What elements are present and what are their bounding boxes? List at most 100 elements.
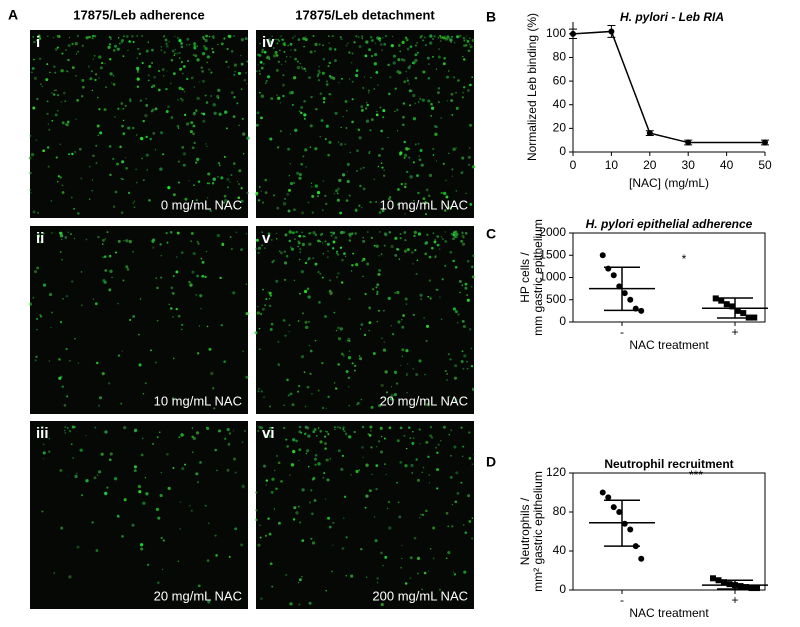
speckle (190, 240, 193, 243)
speckle (103, 108, 107, 112)
speckle (452, 571, 455, 574)
speckle (380, 162, 383, 165)
speckle (87, 65, 90, 68)
speckle (360, 323, 364, 326)
speckle (168, 303, 170, 306)
speckle (275, 487, 278, 491)
speckle (206, 145, 208, 147)
speckle (419, 97, 422, 101)
speckle (360, 35, 364, 38)
speckle (204, 47, 208, 51)
speckle (445, 179, 447, 182)
speckle (436, 288, 439, 292)
speckle (386, 398, 388, 400)
speckle (177, 127, 180, 129)
speckle (28, 156, 32, 160)
speckle (201, 52, 206, 56)
speckle (263, 433, 267, 437)
speckle (42, 149, 46, 153)
speckle (327, 432, 330, 435)
speckle (405, 349, 409, 353)
speckle (159, 243, 162, 246)
speckle (408, 64, 412, 67)
speckle (359, 357, 363, 361)
speckle (94, 426, 97, 429)
y-tick-label: 2000 (539, 225, 566, 239)
speckle (466, 35, 468, 37)
speckle (263, 464, 267, 468)
speckle (211, 50, 215, 54)
speckle (378, 39, 382, 42)
speckle (398, 258, 401, 260)
speckle (66, 395, 69, 398)
speckle (473, 454, 475, 456)
speckle (29, 189, 32, 191)
speckle (298, 578, 302, 582)
speckle (451, 168, 454, 171)
speckle (381, 49, 383, 52)
speckle (40, 83, 42, 85)
speckle (326, 256, 329, 259)
speckle (471, 275, 475, 279)
speckle (341, 547, 345, 551)
speckle (217, 175, 219, 178)
speckle (51, 311, 53, 314)
speckle (257, 390, 260, 393)
speckle (299, 248, 302, 251)
speckle (412, 313, 415, 316)
speckle (306, 385, 310, 389)
speckle (48, 128, 51, 131)
speckle (454, 500, 458, 504)
speckle (445, 557, 448, 560)
x-tick-label: 40 (720, 158, 734, 172)
speckle (468, 457, 472, 460)
speckle (424, 213, 428, 216)
speckle (133, 469, 137, 473)
speckle (99, 66, 103, 70)
speckle (64, 426, 67, 428)
speckle (455, 471, 459, 475)
speckle (76, 99, 79, 102)
speckle (399, 237, 402, 240)
speckle (458, 279, 462, 283)
speckle (75, 118, 77, 120)
speckle (384, 555, 388, 559)
speckle (260, 94, 264, 98)
speckle (274, 51, 278, 55)
speckle (220, 42, 224, 46)
speckle (412, 161, 415, 164)
speckle (392, 54, 397, 58)
speckle (428, 255, 432, 259)
speckle (345, 127, 348, 129)
speckle (326, 478, 330, 482)
speckle (322, 44, 325, 47)
speckle (71, 425, 75, 429)
speckle (397, 248, 400, 251)
speckle (219, 276, 222, 280)
speckle (100, 452, 104, 456)
speckle (434, 238, 437, 241)
speckle (311, 478, 315, 481)
speckle (396, 108, 399, 111)
speckle (327, 153, 331, 157)
speckle (192, 132, 195, 136)
speckle (257, 305, 259, 308)
speckle (314, 147, 318, 151)
speckle (345, 574, 348, 577)
speckle (369, 425, 373, 429)
speckle (470, 347, 473, 350)
speckle (300, 106, 304, 109)
speckle (384, 370, 388, 374)
speckle (308, 320, 310, 323)
speckle (461, 232, 464, 235)
speckle (427, 455, 430, 458)
speckle (368, 48, 372, 52)
speckle (294, 35, 296, 38)
speckle (334, 428, 336, 431)
speckle (275, 237, 278, 240)
speckle (450, 232, 453, 235)
speckle (469, 45, 473, 49)
speckle (240, 187, 243, 190)
speckle (339, 426, 342, 429)
speckle (301, 575, 303, 578)
